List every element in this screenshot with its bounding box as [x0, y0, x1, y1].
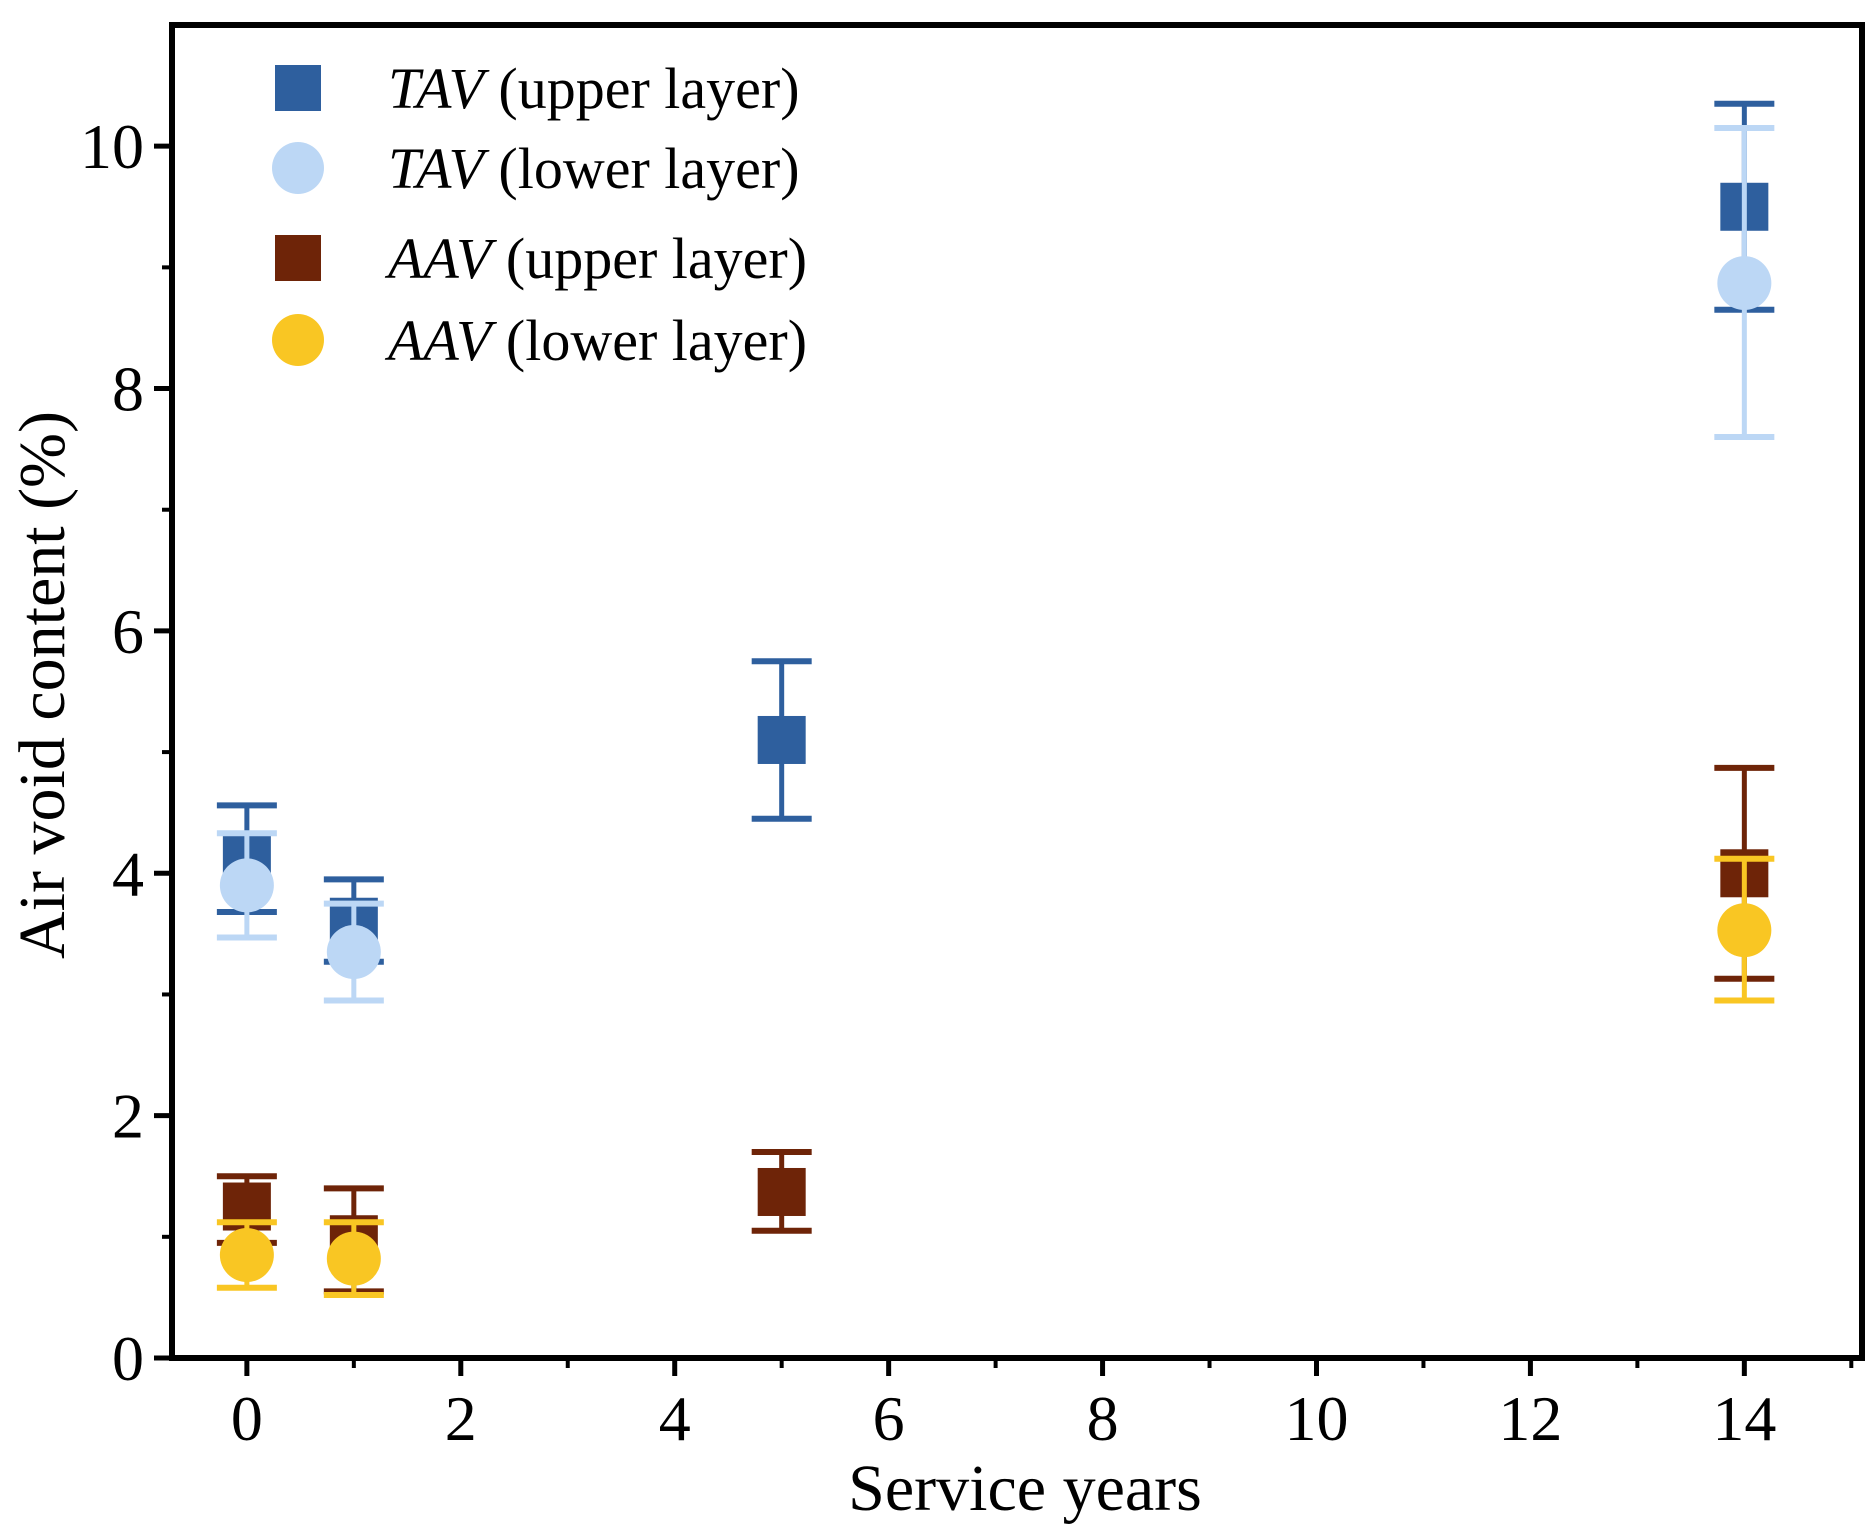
legend: TAV (upper layer)TAV (lower layer)AAV (u…: [272, 56, 807, 373]
legend-circle-marker: [272, 142, 324, 194]
legend-entry-0: TAV (upper layer): [275, 56, 800, 121]
data-point-circle: [1717, 256, 1772, 311]
series-3: [216, 855, 1775, 1298]
data-point-circle: [326, 925, 381, 980]
legend-label: AAV (upper layer): [384, 226, 807, 291]
plot-frame: [169, 22, 1865, 1361]
legend-label: TAV (upper layer): [388, 56, 800, 121]
legend-label-italic: AAV: [384, 308, 498, 373]
y-tick-label: 8: [112, 354, 144, 425]
x-tick-label: 0: [231, 1383, 263, 1454]
data-marks: [216, 100, 1775, 1298]
legend-label-rest: (upper layer): [491, 226, 807, 291]
x-tick-label: 2: [445, 1383, 477, 1454]
y-tick-label: 2: [112, 1081, 144, 1152]
x-tick-label: 12: [1498, 1383, 1562, 1454]
legend-label-italic: TAV: [388, 56, 490, 121]
series-1: [216, 125, 1775, 1004]
legend-square-marker: [275, 65, 321, 111]
legend-circle-marker: [272, 314, 324, 366]
data-point-circle: [326, 1231, 381, 1286]
legend-label-italic: TAV: [388, 136, 490, 201]
data-point-circle: [219, 858, 274, 913]
x-tick-label: 8: [1087, 1383, 1119, 1454]
legend-label: AAV (lower layer): [384, 308, 807, 373]
legend-entry-2: AAV (upper layer): [275, 226, 807, 291]
axes: 0 2 4 6 8 10 12 14 0 2 4 6 8 10: [80, 22, 1865, 1454]
x-tick-label: 6: [873, 1383, 905, 1454]
y-tick-label: 10: [80, 111, 144, 182]
data-point-circle: [219, 1227, 274, 1282]
x-tick-label: 10: [1284, 1383, 1348, 1454]
y-tick-label: 6: [112, 596, 144, 667]
legend-square-marker: [275, 235, 321, 281]
y-axis-title: Air void content (%): [6, 411, 79, 959]
x-axis-title: Service years: [848, 1452, 1202, 1525]
y-tick-label: 4: [112, 838, 144, 909]
data-point-square: [757, 715, 806, 764]
series-2: [216, 764, 1775, 1295]
x-tick-label: 14: [1712, 1383, 1776, 1454]
legend-label-rest: (lower layer): [484, 136, 800, 201]
data-point-circle: [1717, 903, 1772, 958]
legend-entry-3: AAV (lower layer): [272, 308, 807, 373]
legend-label: TAV (lower layer): [388, 136, 800, 201]
legend-label-rest: (lower layer): [491, 308, 807, 373]
legend-label-italic: AAV: [384, 226, 498, 291]
x-tick-label: 4: [659, 1383, 691, 1454]
legend-label-rest: (upper layer): [484, 56, 800, 121]
y-tick-label: 0: [112, 1323, 144, 1394]
legend-entry-1: TAV (lower layer): [272, 136, 800, 201]
data-point-square: [757, 1167, 806, 1216]
